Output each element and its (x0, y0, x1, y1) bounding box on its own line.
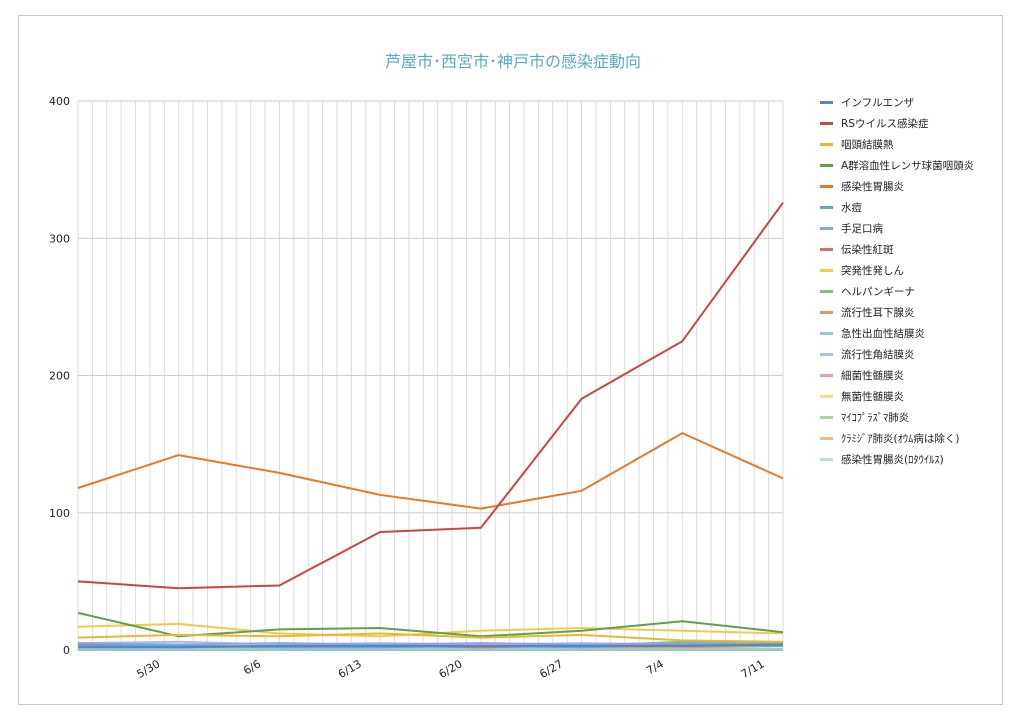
legend-swatch (820, 458, 833, 461)
legend-item: RSウイルス感染症 (820, 113, 1020, 134)
chart-title: 芦屋市･西宮市･神戸市の感染症動向 (385, 52, 641, 71)
y-axis: 0 100 200 300 400 (49, 95, 70, 657)
legend-item: 伝染性紅斑 (820, 239, 1020, 260)
legend-item: ｸﾗﾐｼﾞｱ肺炎(ｵｳﾑ病は除く) (820, 428, 1020, 449)
legend-label: 細菌性髄膜炎 (841, 370, 904, 382)
series-line (78, 643, 784, 649)
legend-label: 伝染性紅斑 (841, 244, 894, 256)
legend-label: A群溶血性レンサ球菌咽頭炎 (841, 160, 975, 172)
legend-swatch (820, 269, 833, 272)
series-line (77, 632, 784, 643)
y-tick-label: 300 (49, 232, 70, 245)
series-line (77, 642, 784, 646)
legend-item: 急性出血性結膜炎 (820, 323, 1020, 344)
legend-label: 咽頭結膜熱 (841, 139, 894, 151)
legend-label: 無菌性髄膜炎 (841, 391, 904, 403)
legend-swatch (820, 332, 833, 335)
legend-swatch (820, 311, 833, 314)
legend-item: 咽頭結膜熱 (820, 134, 1020, 155)
legend-item: 水痘 (820, 197, 1020, 218)
x-axis: 5/30 6/6 6/13 6/20 6/27 7/4 7/11 (134, 657, 766, 681)
legend-swatch (820, 437, 833, 440)
series-line (77, 622, 784, 638)
legend-swatch (820, 290, 833, 293)
legend-item: 細菌性髄膜炎 (820, 365, 1020, 386)
legend-swatch (820, 353, 833, 356)
x-tick-label: 6/20 (437, 657, 465, 681)
legend-label: ヘルパンギーナ (841, 286, 916, 298)
legend-item: 流行性角結膜炎 (820, 344, 1020, 365)
grid-lines (77, 100, 784, 651)
legend-label: 手足口病 (841, 223, 883, 235)
legend-label: ｸﾗﾐｼﾞｱ肺炎(ｵｳﾑ病は除く) (841, 433, 960, 445)
y-tick-label: 100 (49, 507, 70, 520)
legend-item: インフルエンザ (820, 92, 1020, 113)
legend-swatch (820, 206, 833, 209)
legend-swatch (820, 122, 833, 125)
x-tick-label: 6/6 (241, 657, 263, 677)
legend-swatch (820, 227, 833, 230)
legend-swatch (820, 374, 833, 377)
legend-label: RSウイルス感染症 (841, 118, 929, 130)
x-tick-label: 7/11 (739, 657, 767, 681)
legend-swatch (820, 185, 833, 188)
legend-swatch (820, 164, 833, 167)
legend-swatch (820, 248, 833, 251)
legend-item: 感染性胃腸炎(ﾛﾀｳｲﾙｽ) (820, 449, 1020, 470)
legend-item: 感染性胃腸炎 (820, 176, 1020, 197)
legend-item: 流行性耳下腺炎 (820, 302, 1020, 323)
legend-swatch (820, 416, 833, 419)
legend-item: 突発性発しん (820, 260, 1020, 281)
legend-swatch (820, 101, 833, 104)
legend-item: ﾏｲｺﾌﾟﾗｽﾞﾏ肺炎 (820, 407, 1020, 428)
legend-label: 流行性耳下腺炎 (841, 307, 915, 319)
legend-label: 流行性角結膜炎 (841, 349, 915, 361)
legend-swatch (820, 143, 833, 146)
x-tick-label: 7/4 (644, 657, 666, 677)
x-tick-label: 6/27 (537, 657, 565, 681)
legend-label: 急性出血性結膜炎 (841, 328, 925, 340)
chart-frame (18, 15, 1003, 705)
legend-label: 感染性胃腸炎(ﾛﾀｳｲﾙｽ) (841, 454, 944, 466)
y-tick-label: 400 (49, 95, 70, 108)
legend-item: 無菌性髄膜炎 (820, 386, 1020, 407)
series-line (77, 202, 784, 590)
series-lines (77, 202, 784, 651)
x-tick-label: 6/13 (336, 657, 364, 681)
legend-item: ヘルパンギーナ (820, 281, 1020, 302)
legend: インフルエンザ RSウイルス感染症 咽頭結膜熱 A群溶血性レンサ球菌咽頭炎 感染性胃腸炎… (820, 92, 1020, 470)
y-tick-label: 0 (63, 644, 70, 657)
legend-label: 水痘 (841, 202, 862, 214)
legend-label: ﾏｲｺﾌﾟﾗｽﾞﾏ肺炎 (841, 412, 910, 424)
legend-label: 突発性発しん (841, 265, 904, 277)
legend-item: 手足口病 (820, 218, 1020, 239)
legend-label: インフルエンザ (841, 97, 915, 109)
x-tick-label: 5/30 (134, 657, 162, 681)
legend-swatch (820, 395, 833, 398)
series-line (77, 432, 784, 510)
legend-label: 感染性胃腸炎 (841, 181, 904, 193)
y-tick-label: 200 (49, 370, 70, 383)
legend-item: A群溶血性レンサ球菌咽頭炎 (820, 155, 1020, 176)
